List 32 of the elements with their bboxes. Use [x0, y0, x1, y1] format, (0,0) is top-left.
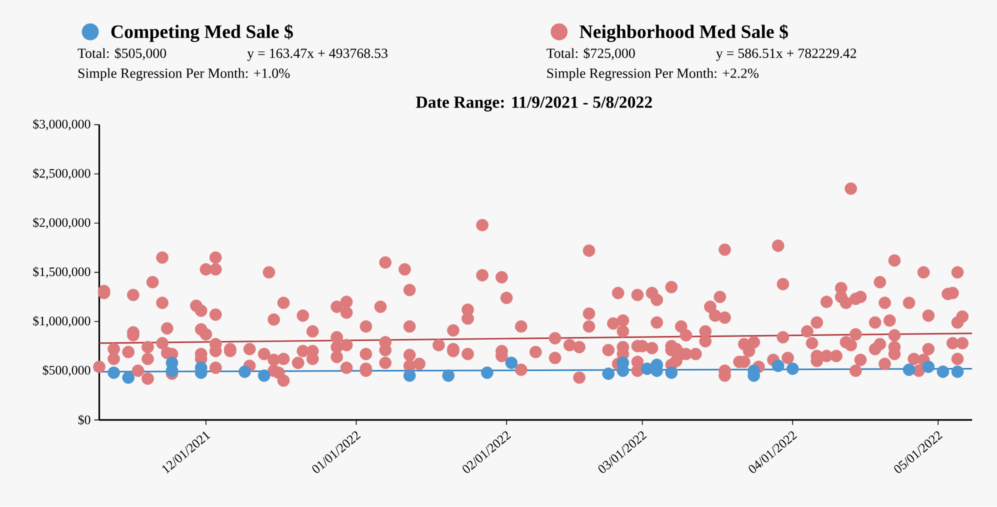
point [238, 366, 251, 378]
point [786, 362, 799, 376]
legend-label: Neighborhood Med Sale $ [580, 24, 788, 42]
text: Total: $505,000 [78, 48, 166, 60]
point [442, 370, 455, 382]
y-tick-label: $2,500,000 [33, 168, 90, 180]
point [403, 370, 416, 382]
point [951, 366, 964, 378]
y-tick-label: $1,500,000 [33, 266, 90, 278]
text: Simple Regression Per Month: +1.0% [78, 68, 290, 81]
y-tick-label: $2,000,000 [33, 218, 90, 229]
text: y = 586.51x + 782229.42 [716, 48, 856, 61]
chart-title: Date Range: 11/9/2021 - 5/8/2022 [416, 96, 652, 112]
y-tick-label: $1,000,000 [33, 316, 90, 328]
text: Total: $725,000 [546, 48, 635, 60]
legend-label: Competing Med Sale $ [111, 24, 293, 42]
y-tick-label: $500,000 [42, 365, 90, 377]
point [665, 366, 678, 380]
point [122, 372, 135, 384]
point [480, 366, 494, 380]
y-tick-label: $0 [78, 414, 90, 426]
text: y = 163.47x + 493768.53 [247, 48, 388, 61]
y-tick-label: $3,000,000 [33, 119, 90, 131]
point [936, 366, 950, 378]
point [258, 370, 270, 382]
point [602, 368, 615, 380]
point [108, 366, 120, 380]
point [902, 364, 916, 376]
point [772, 360, 784, 372]
point [505, 356, 518, 370]
text: Simple Regression Per Month: +2.2% [547, 68, 759, 81]
point [922, 360, 935, 374]
